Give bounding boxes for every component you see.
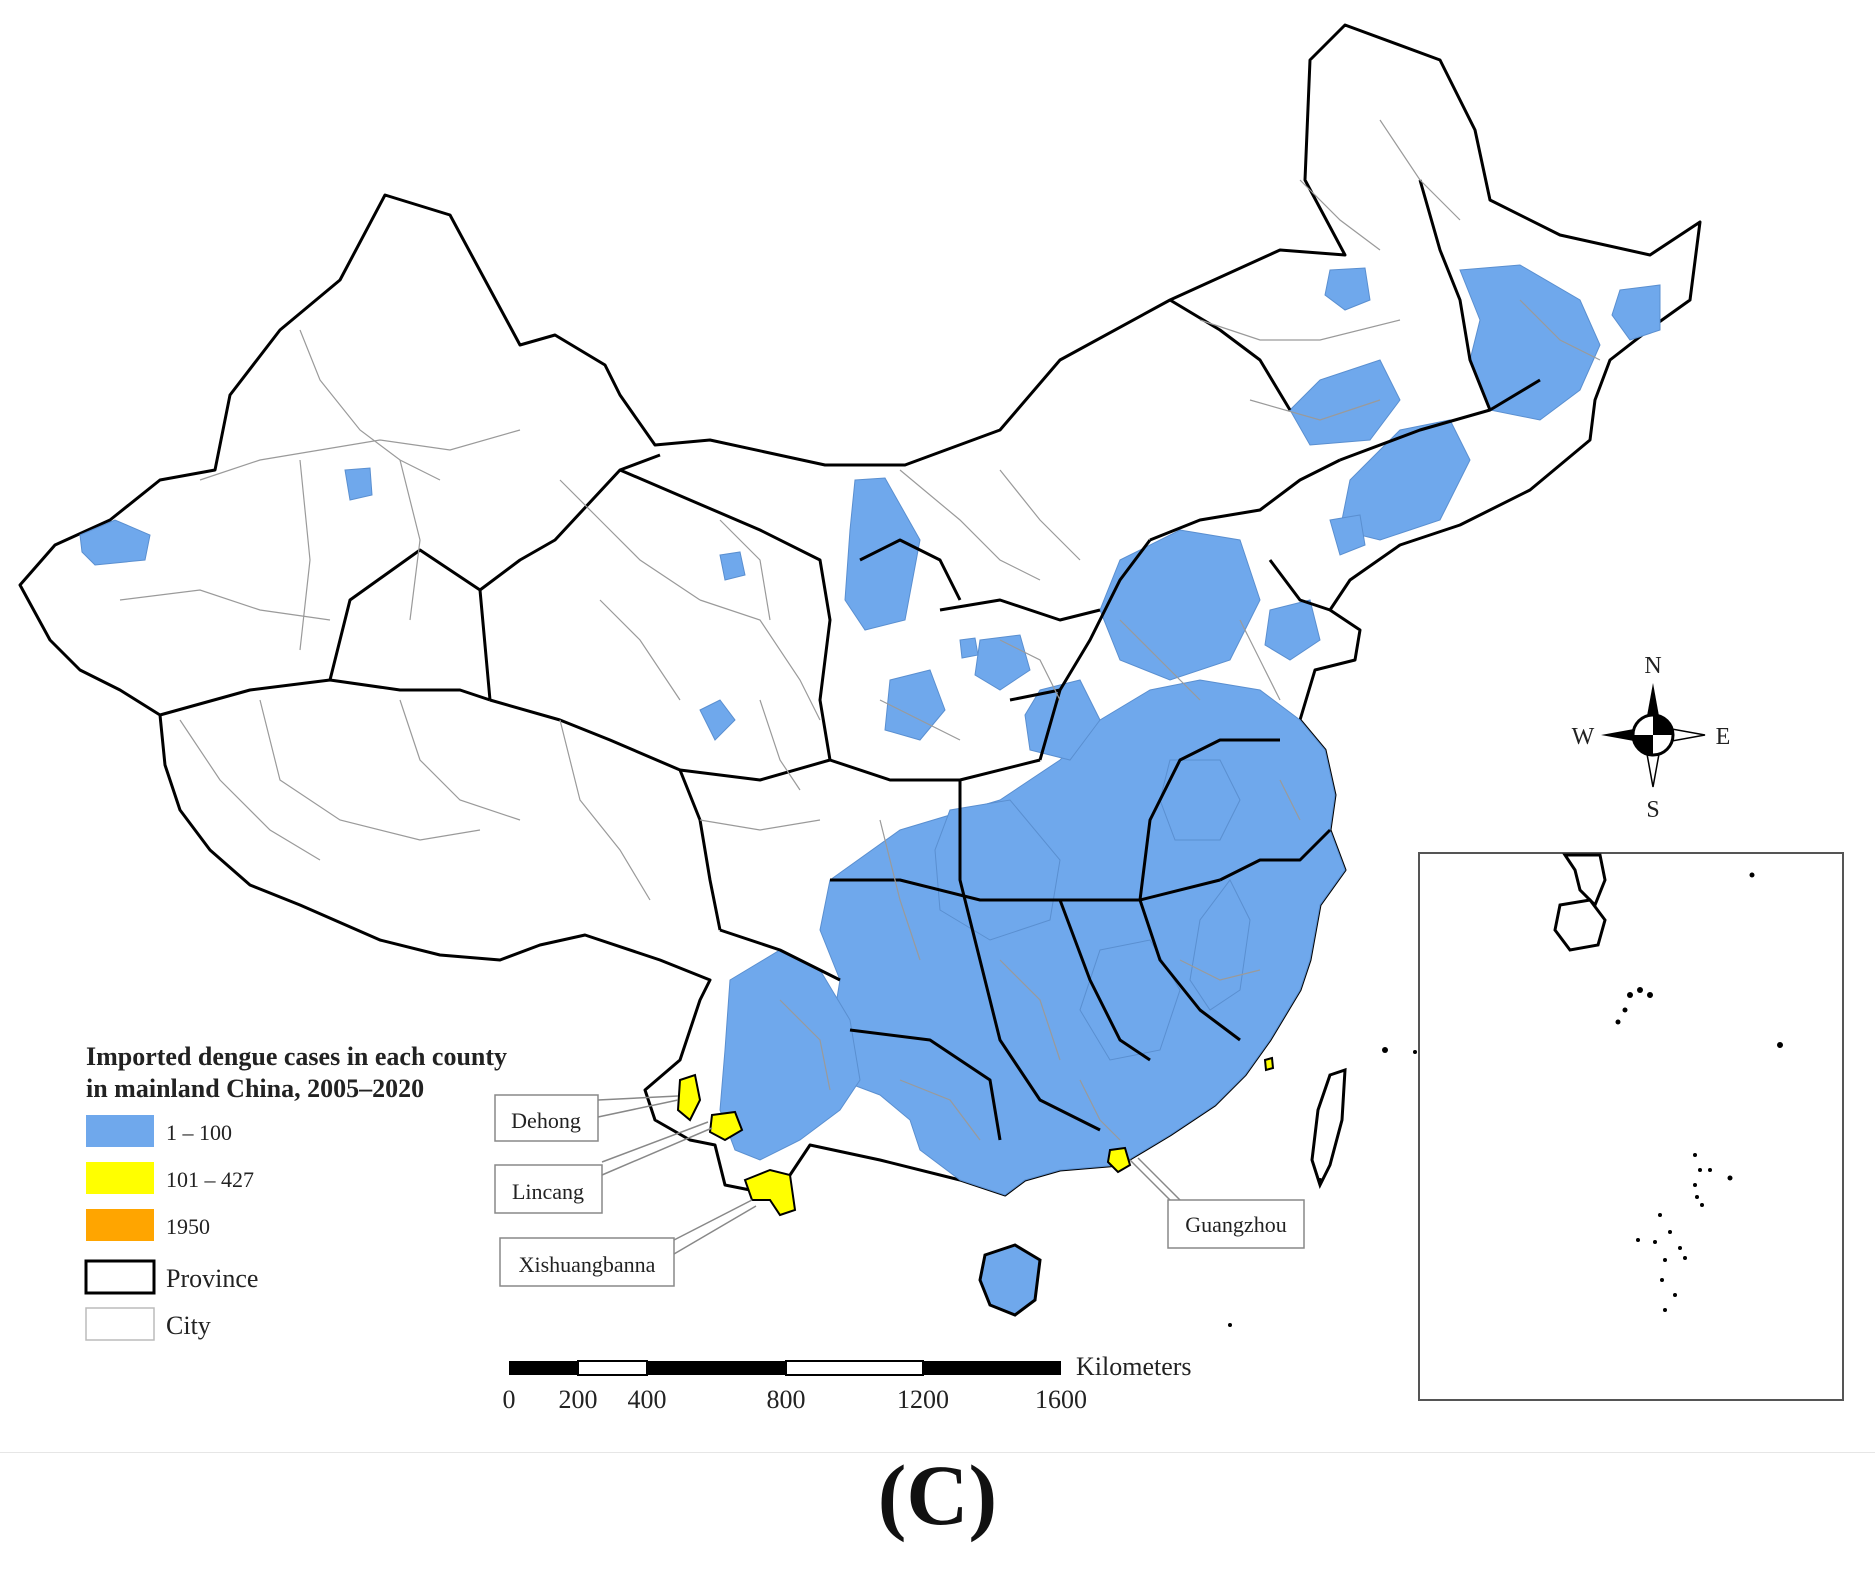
legend-swatch-mid	[86, 1162, 154, 1194]
compass-rose: N S E W	[1572, 653, 1731, 823]
region-dehong	[676, 1073, 702, 1122]
inset-frame	[1418, 852, 1844, 1401]
legend-label-low: 1 – 100	[166, 1120, 232, 1145]
legend-swatch-city	[85, 1307, 155, 1341]
inset-map	[1418, 852, 1844, 1401]
legend-title-line2: in mainland China, 2005–2020	[86, 1074, 424, 1103]
legend-label-city: City	[166, 1311, 211, 1340]
legend-label-province: Province	[166, 1264, 258, 1293]
region-guangzhou	[1106, 1146, 1132, 1174]
mid-case-regions	[676, 1056, 1275, 1217]
callout-dehong: Dehong	[494, 1094, 679, 1142]
scale-unit: Kilometers	[1076, 1352, 1192, 1381]
scale-tick-800: 800	[767, 1385, 806, 1414]
legend-title-line1: Imported dengue cases in each county	[86, 1042, 507, 1071]
compass-s: S	[1646, 797, 1659, 823]
legend-label-high: 1950	[166, 1214, 210, 1239]
callout-lincang: Lincang	[494, 1121, 713, 1214]
callout-label-xishuangbanna: Xishuangbanna	[519, 1252, 656, 1277]
compass-n: N	[1644, 653, 1661, 679]
callout-guangzhou: Guangzhou	[1129, 1157, 1305, 1249]
map-canvas: Dehong Lincang Xishuangbanna Guangzhou I…	[18, 23, 1844, 1414]
callout-label-guangzhou: Guangzhou	[1185, 1212, 1286, 1237]
legend-label-mid: 101 – 427	[166, 1167, 254, 1192]
callout-xishuangbanna: Xishuangbanna	[499, 1199, 757, 1287]
compass-e: E	[1716, 724, 1731, 750]
legend-swatch-low	[86, 1115, 154, 1147]
hainan-island	[978, 1243, 1042, 1317]
coastal-islands	[1228, 1047, 1417, 1327]
scale-bar: 0 200 400 800 1200 1600 Kilometers	[503, 1352, 1192, 1414]
compass-w: W	[1572, 724, 1595, 750]
divider	[0, 1452, 1875, 1453]
legend: Imported dengue cases in each county in …	[84, 1042, 507, 1341]
legend-swatch-province	[84, 1259, 156, 1295]
scale-tick-1200: 1200	[897, 1385, 949, 1414]
low-case-regions	[79, 264, 1661, 1196]
region-xishuangbanna	[743, 1168, 797, 1217]
scale-tick-0: 0	[503, 1385, 516, 1414]
callout-label-lincang: Lincang	[512, 1179, 584, 1204]
figure-label: (C)	[877, 1447, 998, 1543]
scale-tick-200: 200	[559, 1385, 598, 1414]
callout-label-dehong: Dehong	[511, 1108, 581, 1133]
city-boundaries	[119, 119, 1601, 1141]
legend-swatch-high	[86, 1209, 154, 1241]
scale-tick-400: 400	[628, 1385, 667, 1414]
taiwan-island	[1310, 1067, 1347, 1189]
scale-tick-1600: 1600	[1035, 1385, 1087, 1414]
